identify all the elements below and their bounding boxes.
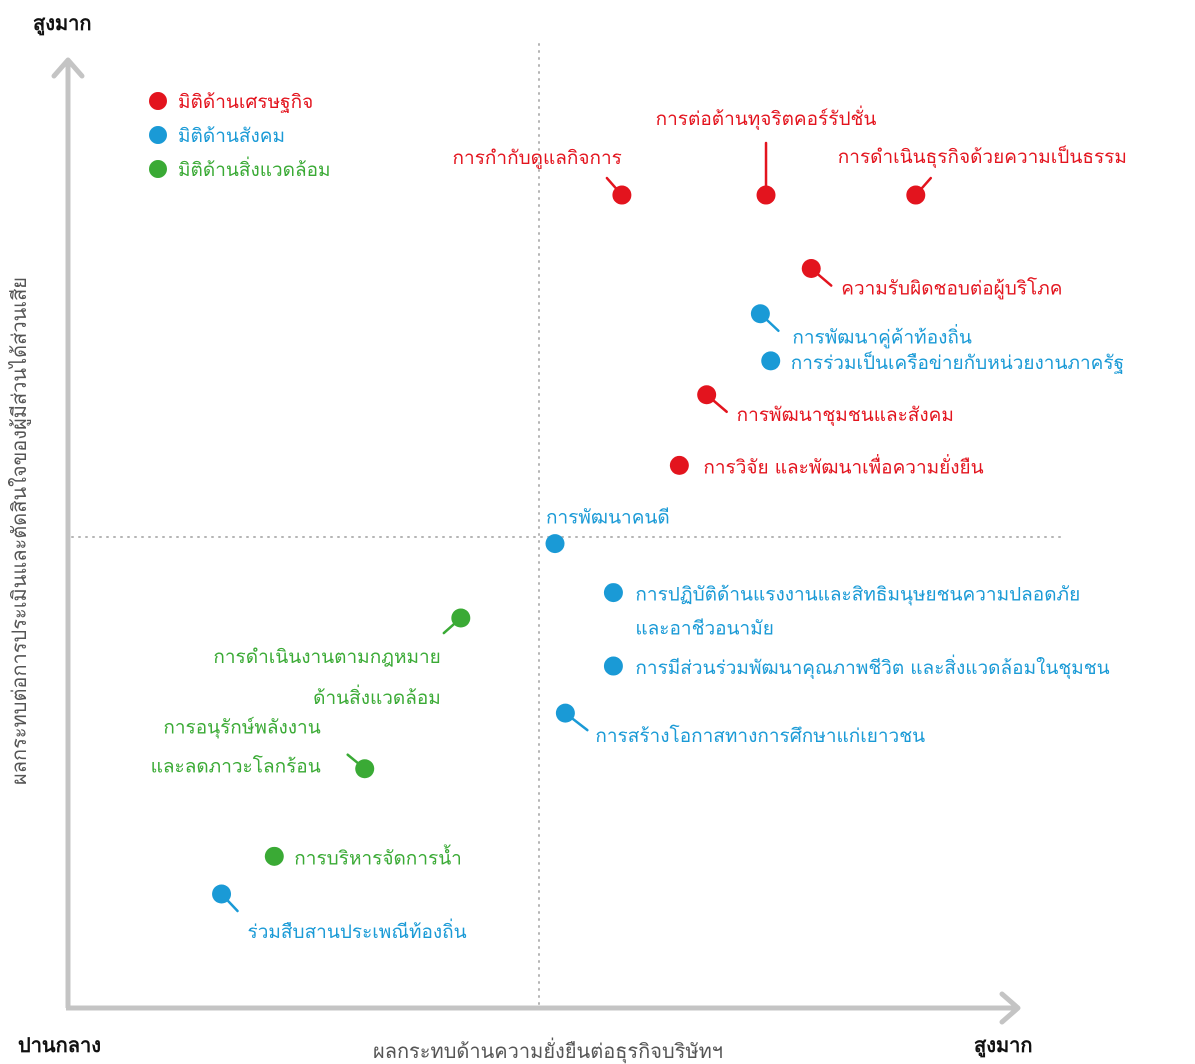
point-label: ร่วมสืบสานประเพณีท้องถิ่น [248,918,467,943]
point-label-line2: ด้านสิ่งแวดล้อม [313,684,441,709]
data-point-social [212,884,232,904]
x-axis-min-label: ปานกลาง [18,1033,101,1057]
point-label: การปฏิบัติด้านแรงงานและสิทธิมนุษยชนความป… [635,584,1080,607]
legend-marker-social [149,126,167,144]
point-label: การกำกับดูแลกิจการ [453,147,622,169]
point-label: การสร้างโอกาสทางการศึกษาแก่เยาวชน [595,724,925,747]
point-label: การพัฒนาชุมชนและสังคม [737,404,954,427]
data-point-social [761,351,781,371]
data-point-environment [355,759,375,779]
data-point-environment [264,846,284,866]
data-point-environment [451,608,471,628]
y-axis-max-label: สูงมาก [33,11,92,37]
data-point-economic [669,455,689,475]
legend-marker-economic [149,92,167,110]
data-point-economic [612,185,632,205]
data-point-economic [756,185,776,205]
x-axis-arrow-icon [999,991,1021,1025]
data-point-social [750,304,770,324]
legend-label-social: มิติด้านสังคม [178,125,285,147]
axes [51,43,1061,1025]
point-label-line2: และลดภาวะโลกร้อน [151,755,321,778]
y-axis-title: ผลกระทบต่อการประเมินและตัดสินใจของผู้มีส… [7,277,32,785]
legend-marker-environment [149,160,167,178]
point-label: การวิจัย และพัฒนาเพื่อความยั่งยืน [703,453,983,478]
point-label: ความรับผิดชอบต่อผู้บริโภค [841,277,1062,300]
point-label-line2: และอาชีวอนามัย [635,618,773,640]
data-point-economic [906,185,926,205]
point-label: การต่อต้านทุจริตคอร์รัปชั่น [656,105,877,131]
x-axis-title: ผลกระทบด้านความยั่งยืนต่อธุรกิจบริษัทฯ [373,1037,723,1064]
data-point-economic [801,259,821,279]
legend-label-economic: มิติด้านเศรษฐกิจ [178,91,313,113]
point-label: การดำเนินธุรกิจด้วยความเป็นธรรม [838,144,1127,169]
point-label: การมีส่วนร่วมพัฒนาคุณภาพชีวิต และสิ่งแวด… [635,654,1109,680]
data-point-social [555,703,575,723]
data-point-social [603,583,623,603]
point-label: การพัฒนาคนดี [546,507,670,529]
x-axis-max-label: สูงมาก [974,1033,1033,1059]
data-point-social [545,534,565,554]
y-axis-arrow-icon [51,57,85,79]
legend-label-environment: มิติด้านสิ่งแวดล้อม [178,156,331,181]
data-point-social [603,656,623,676]
point-label: การพัฒนาคู่ค้าท้องถิ่น [792,324,972,349]
point-label: การอนุรักษ์พลังงาน [163,717,320,740]
legend: มิติด้านเศรษฐกิจมิติด้านสังคมมิติด้านสิ่… [149,91,331,181]
point-label: การบริหารจัดการน้ำ [294,844,462,869]
data-points: การกำกับดูแลกิจการ การต่อต้านทุจริตคอร์รั… [151,105,1127,943]
point-label: การดำเนินงานตามกฎหมาย [213,646,440,668]
data-point-economic [697,385,717,405]
point-label: การร่วมเป็นเครือข่ายกับหน่วยงานภาครัฐ [791,350,1124,374]
